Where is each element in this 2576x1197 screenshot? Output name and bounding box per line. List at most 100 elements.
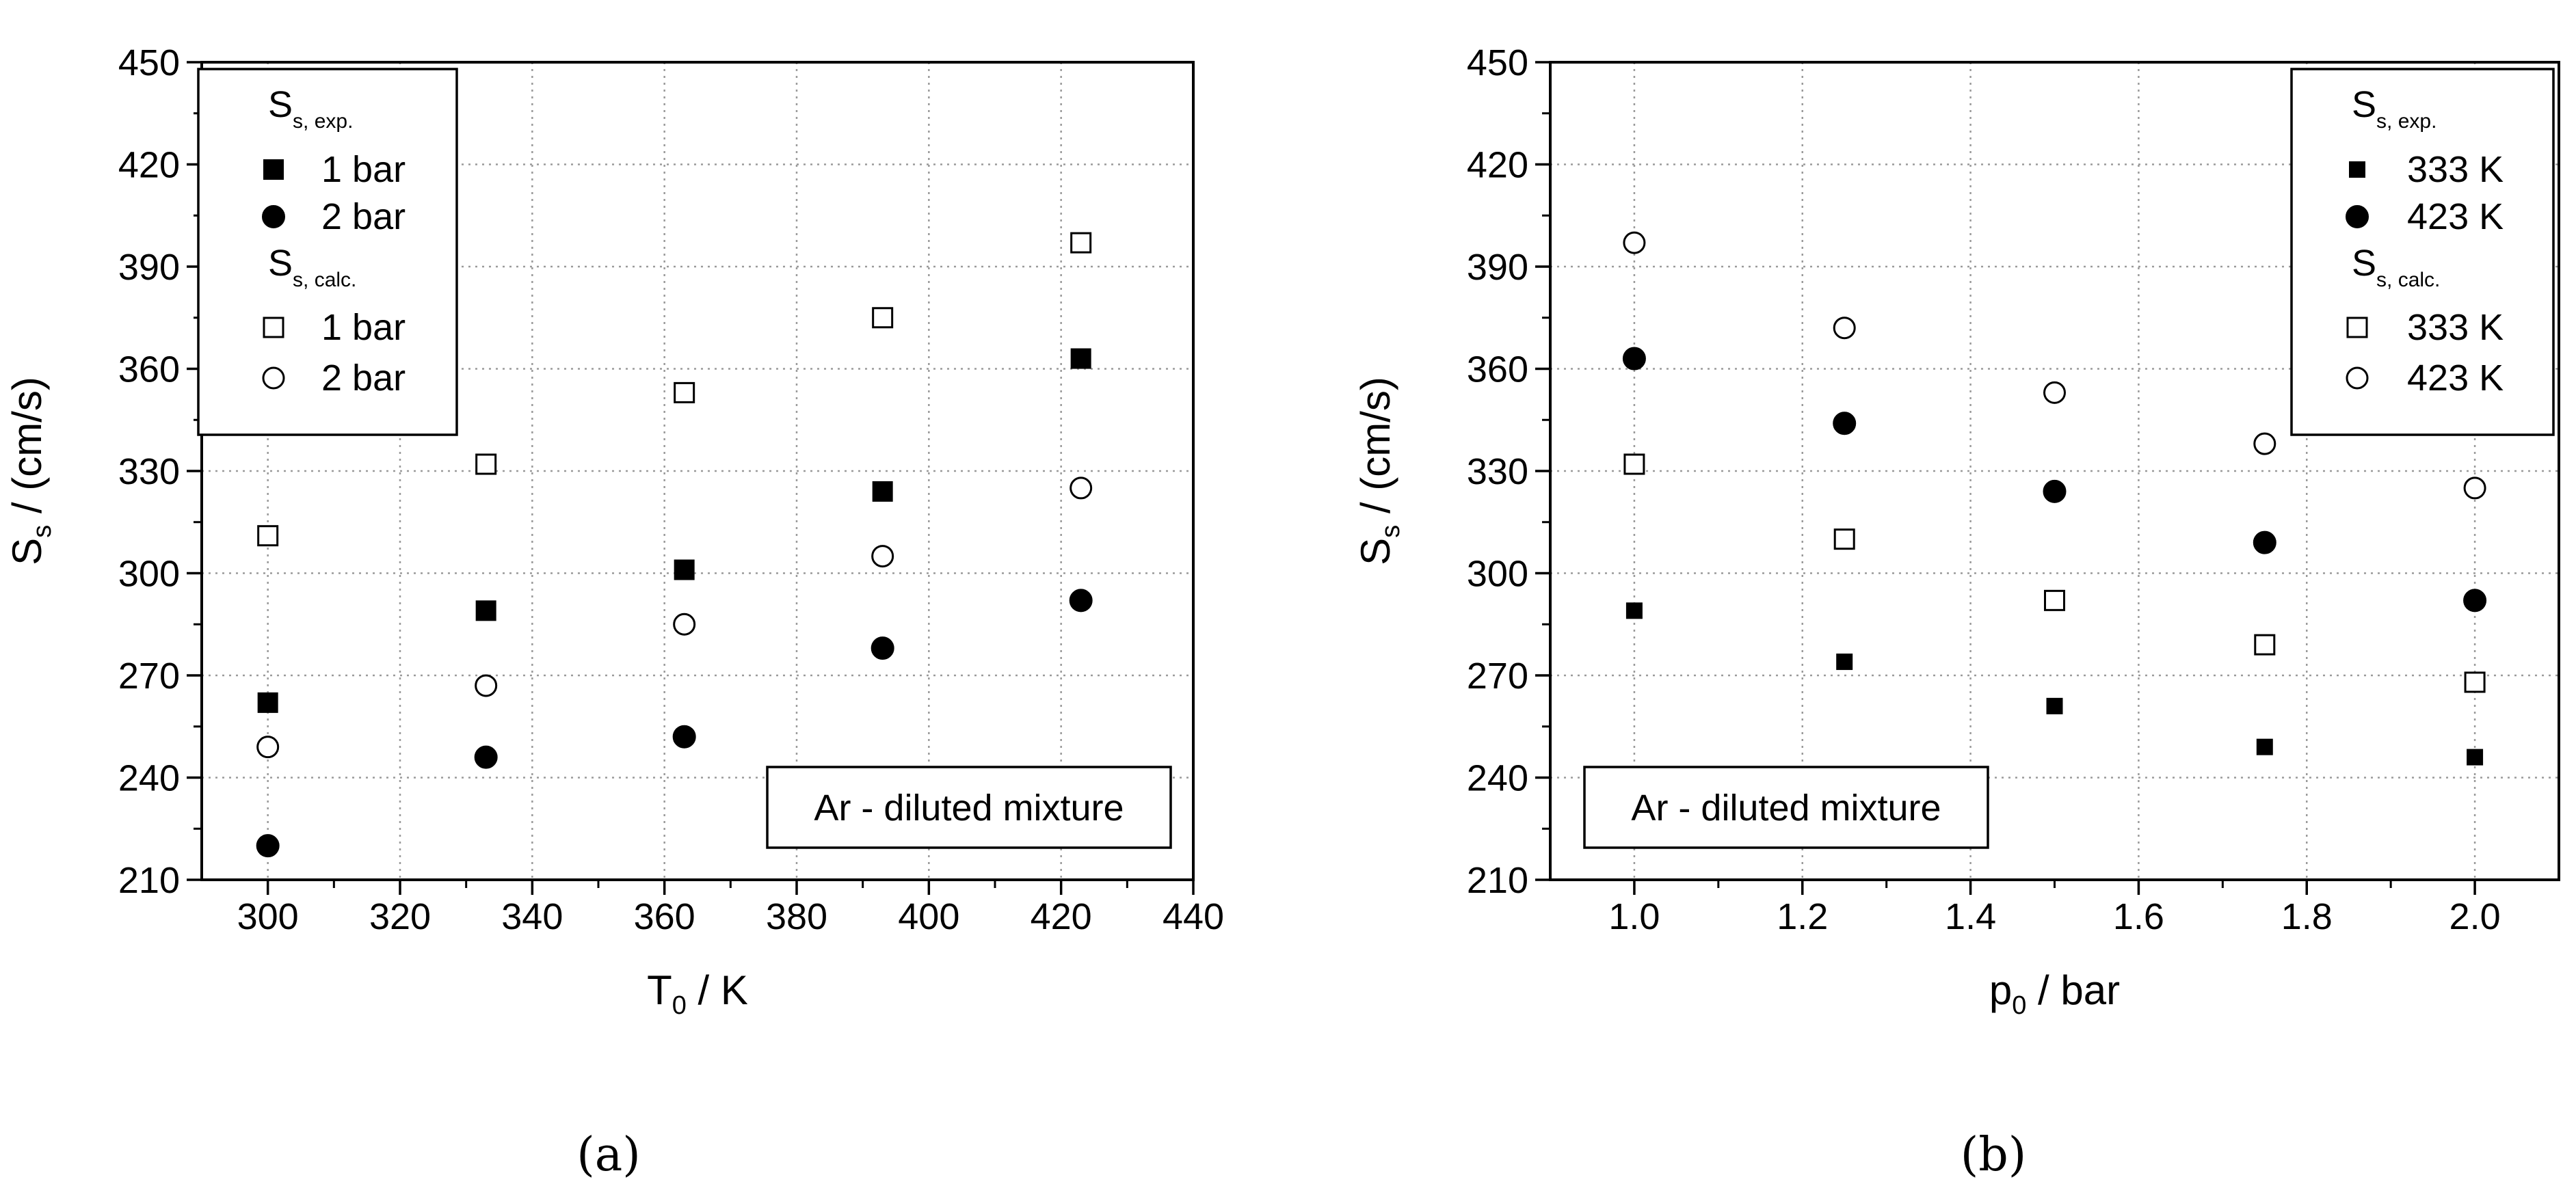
y-tick-label: 390 <box>1467 247 1528 288</box>
x-tick-label: 2.0 <box>2449 896 2501 937</box>
x-tick-label: 1.6 <box>2113 896 2164 937</box>
data-point <box>2253 530 2276 554</box>
series-calc-423-k <box>1623 231 2486 500</box>
data-point <box>674 559 695 580</box>
data-point <box>1622 347 1646 371</box>
data-point <box>1069 589 1093 613</box>
x-tick-label: 360 <box>634 896 695 937</box>
annotation-box <box>1583 766 1989 849</box>
legend-box <box>2290 68 2555 436</box>
data-point <box>872 481 893 502</box>
y-tick-label: 450 <box>1467 42 1528 83</box>
legend: Ss, exp. Ss, calc. 1 bar 2 bar 1 bar 2 bar <box>197 68 458 436</box>
y-axis-title: Ss / (cm/s) <box>1353 377 1405 565</box>
series-exp-333-k <box>1625 602 2484 766</box>
data-point <box>2463 589 2487 613</box>
series-exp-1-bar <box>257 348 1091 713</box>
y-tick-label: 210 <box>118 860 180 901</box>
data-point <box>1070 348 1091 369</box>
data-point <box>2043 381 2066 404</box>
data-point <box>2467 749 2484 766</box>
y-tick-label: 420 <box>118 145 180 186</box>
data-point <box>1625 602 1643 619</box>
x-axis-title: T0 / K <box>647 967 748 1020</box>
y-axis-title: Ss / (cm/s) <box>4 377 57 565</box>
x-tick-label: 1.4 <box>1945 896 1996 937</box>
series-calc-333-k <box>1623 453 2486 693</box>
legend-group-title-exp: Ss, exp. <box>2352 84 2436 133</box>
data-point <box>2046 697 2063 714</box>
y-tick-label: 450 <box>118 42 180 83</box>
legend-label: 423 K <box>2407 196 2504 237</box>
chart-panel-a: 300 320 340 360 380 400 420 440 210 240 270 300 330 3… <box>4 42 1224 1020</box>
x-tick-label: 440 <box>1163 896 1224 937</box>
y-tick-label: 330 <box>1467 451 1528 492</box>
legend-marker <box>2346 366 2369 390</box>
series-calc-2-bar <box>256 476 1093 759</box>
data-point <box>256 736 280 759</box>
annotation-text: Ar - diluted mixture <box>1631 788 1941 829</box>
data-point <box>1623 453 1645 475</box>
legend-group-title-exp: Ss, exp. <box>268 84 353 133</box>
x-tick-label: 1.2 <box>1777 896 1828 937</box>
legend-marker <box>262 205 285 228</box>
data-point <box>1833 412 1857 435</box>
y-tick-label: 210 <box>1467 860 1528 901</box>
legend-marker <box>262 366 285 390</box>
data-point <box>872 307 894 329</box>
x-tick-label: 1.0 <box>1608 896 1660 937</box>
data-point <box>2253 432 2276 455</box>
data-point <box>1070 232 1092 254</box>
data-point <box>673 613 696 636</box>
x-tick-label: 380 <box>766 896 827 937</box>
data-point <box>2464 671 2486 693</box>
legend-label: 423 K <box>2407 358 2504 399</box>
y-tick-label: 420 <box>1467 145 1528 186</box>
data-point <box>1833 528 1855 550</box>
data-point <box>871 545 894 568</box>
annotation-text: Ar - diluted mixture <box>814 788 1124 829</box>
data-point <box>474 745 498 769</box>
legend-group-title-calc: Ss, calc. <box>2352 243 2440 291</box>
y-tick-label: 360 <box>118 349 180 390</box>
series-exp-2-bar <box>256 589 1093 858</box>
legend-box <box>197 68 458 436</box>
legend-marker <box>2346 317 2368 338</box>
data-point <box>1070 476 1093 500</box>
x-tick-label: 420 <box>1031 896 1092 937</box>
legend-label: 1 bar <box>321 149 406 190</box>
data-point <box>2254 634 2276 656</box>
data-point <box>1623 231 1646 254</box>
data-point <box>674 381 695 403</box>
x-tick-label: 1.8 <box>2281 896 2333 937</box>
data-point <box>475 600 496 621</box>
y-tick-label: 240 <box>118 758 180 799</box>
data-point <box>257 692 278 713</box>
legend-label: 1 bar <box>321 307 406 348</box>
legend-marker <box>263 159 284 180</box>
legend-label: 333 K <box>2407 307 2504 348</box>
panel-label-b: (b) <box>1961 1128 2027 1182</box>
data-point <box>475 453 497 475</box>
y-tick-label: 240 <box>1467 758 1528 799</box>
data-point <box>257 525 279 547</box>
y-tick-label: 390 <box>118 247 180 288</box>
y-tick-label: 300 <box>1467 554 1528 595</box>
data-point <box>1833 317 1856 340</box>
legend-group-title-calc: Ss, calc. <box>268 243 356 291</box>
legend-label: 2 bar <box>321 196 406 237</box>
y-tick-label: 270 <box>118 656 180 697</box>
plot-area-frame <box>1549 61 2560 881</box>
series-exp-423-k <box>1622 347 2487 613</box>
legend-label: 2 bar <box>321 358 406 399</box>
data-point <box>672 725 696 749</box>
panel-label-a: (a) <box>576 1128 641 1182</box>
data-point <box>2256 738 2273 755</box>
plot-area-frame <box>200 61 1195 881</box>
chart-panel-b: 1.0 1.2 1.4 1.6 1.8 2.0 210 240 270 300 330 360 390 4… <box>1353 42 2560 1020</box>
data-point <box>871 636 894 660</box>
data-point <box>2463 476 2486 500</box>
y-tick-label: 360 <box>1467 349 1528 390</box>
data-point <box>256 834 280 858</box>
